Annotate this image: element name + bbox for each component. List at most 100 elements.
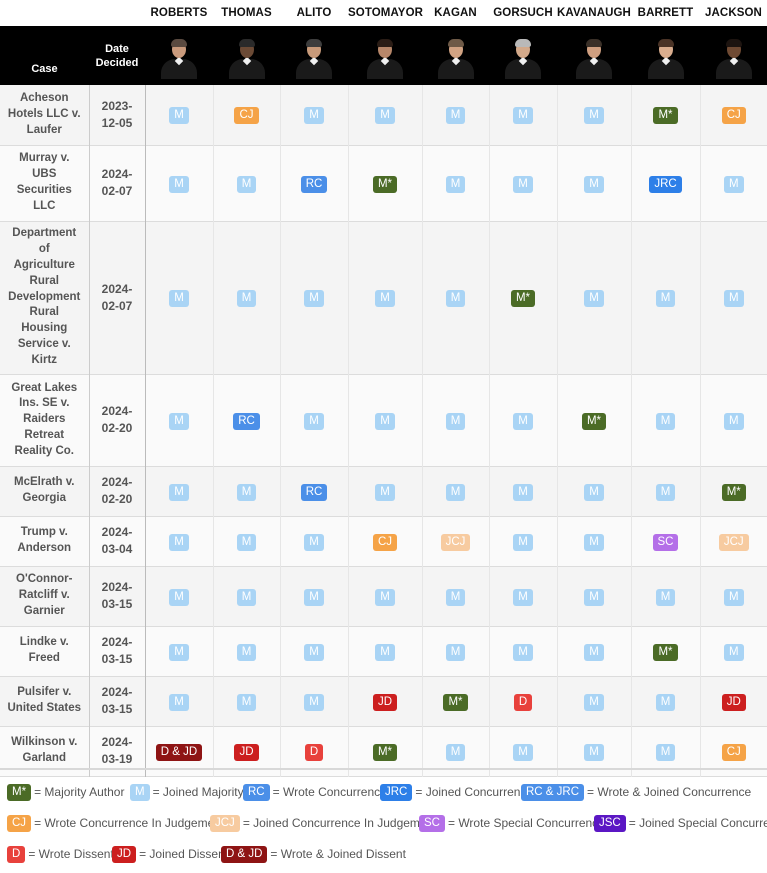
vote-badge-rc: RC	[233, 412, 260, 430]
vote-badge-m: M*	[372, 175, 398, 193]
date-line: 2024-	[101, 475, 133, 489]
vote-badge-m: M	[445, 643, 466, 661]
vote-badge-d-jd: D & JD	[221, 846, 268, 863]
justice-photo-cell-sotomayor	[348, 26, 422, 85]
table-row: Great Lakes Ins. SE v. Raiders Retreat Reali…	[0, 374, 767, 466]
vote-cell-kavanaugh: M	[557, 85, 632, 145]
vote-badge-m: M	[304, 290, 324, 307]
blank-header-date	[89, 0, 145, 26]
vote-badge-m: M	[375, 483, 395, 501]
vote-badge-m: M	[513, 412, 533, 430]
case-name: Acheson Hotels LLC v. Laufer	[0, 85, 90, 145]
legend-label: = Wrote Special Concurrence	[447, 816, 605, 830]
justice-portrait	[292, 35, 336, 79]
legend-item-d: D = Wrote Dissent	[7, 846, 114, 863]
vote-cell-alito: M	[280, 374, 349, 466]
case-name-line: LLC	[33, 199, 56, 212]
vote-badge-jcj: JCJ	[440, 533, 471, 551]
case-name-line: Securities	[16, 184, 72, 196]
vote-badge-m: M	[584, 290, 604, 307]
justice-photo-cell-kagan	[422, 26, 489, 85]
vote-badge-cj: CJ	[721, 743, 746, 761]
case-name-line: Georgia	[22, 492, 66, 504]
vote-cell-roberts: M	[145, 516, 214, 566]
table-row: Acheson Hotels LLC v. Laufer 2023- 12-05 M CJ M…	[0, 85, 767, 145]
case-name: Great Lakes Ins. SE v. Raiders Retreat Reali…	[0, 374, 90, 466]
vote-badge-m: M	[584, 588, 604, 606]
vote-cell-sotomayor: M	[348, 374, 423, 466]
vote-badge-m: M	[445, 175, 466, 193]
vote-cell-sotomayor: M	[348, 85, 423, 145]
vote-cell-alito: D	[280, 726, 349, 776]
vote-cell-barrett: JRC	[631, 145, 701, 221]
vote-badge-m: M	[513, 533, 533, 551]
justice-portrait	[363, 35, 407, 79]
case-name-line: Laufer	[26, 123, 62, 136]
vote-cell-kagan: M*	[422, 676, 490, 726]
vote-badge-m: M*	[581, 412, 607, 430]
vote-cell-roberts: M	[145, 145, 214, 221]
vote-badge-m: M	[445, 107, 466, 125]
vote-cell-gorsuch: M	[489, 145, 558, 221]
vote-cell-barrett: M*	[631, 85, 701, 145]
legend-label: = Majority Author	[34, 785, 125, 799]
case-name-line: Freed	[28, 652, 60, 664]
vote-cell-thomas: M	[213, 626, 281, 676]
vote-cell-gorsuch: M	[489, 374, 558, 466]
justice-photo-cell-barrett	[631, 26, 700, 85]
vote-badge-m: M	[655, 588, 676, 606]
vote-cell-alito: M	[280, 85, 349, 145]
date-decided: 2024- 03-15	[89, 676, 146, 726]
vote-badge-m: M	[375, 107, 395, 125]
vote-badge-m: M	[236, 533, 257, 551]
legend-label: = Joined Special Concurrence	[628, 816, 767, 830]
vote-cell-alito: M	[280, 626, 349, 676]
vote-cell-alito: M	[280, 566, 349, 626]
justice-name-alito: ALITO	[296, 7, 332, 19]
vote-cell-kagan: M	[422, 466, 490, 516]
vote-badge-cj: CJ	[721, 107, 746, 125]
justice-portrait	[434, 35, 478, 79]
case-name-line: O'Connor-	[16, 573, 73, 586]
vote-badge-sc: SC	[652, 533, 679, 551]
vote-badge-m: M	[236, 175, 257, 193]
vote-cell-kavanaugh: M	[557, 676, 632, 726]
vote-cell-jackson: CJ	[700, 85, 767, 145]
case-name-line: Hotels LLC v.	[7, 107, 81, 120]
vote-cell-barrett: M	[631, 676, 701, 726]
legend-item-jrc: JRC = Joined Concurrence	[380, 784, 533, 801]
case-name-line: Murray v.	[19, 152, 70, 165]
vote-cell-jackson: M	[700, 626, 767, 676]
case-name-line: Retreat	[24, 428, 65, 441]
legend-item-jd: JD = Joined Dissent	[112, 846, 228, 863]
justice-photo-cell-alito	[280, 26, 348, 85]
date-line: 2024-	[101, 635, 133, 649]
opinions-table: ROBERTS THOMAS ALITO SOTOMAYOR KAGAN GORSUCH K…	[0, 0, 767, 776]
blank-header-case	[0, 0, 89, 26]
case-name-line: Garnier	[23, 604, 65, 617]
case-name-line: Lindke v.	[19, 636, 69, 649]
vote-badge-m: M	[304, 107, 324, 125]
case-name-line: of	[38, 243, 50, 256]
vote-cell-jackson: JCJ	[700, 516, 767, 566]
justice-name-kagan: KAGAN	[434, 7, 477, 19]
legend: M* = Majority Author M = Joined Majority RC =…	[0, 768, 767, 863]
vote-badge-m: M	[375, 290, 395, 307]
legend-item-rc-jrc: RC & JRC = Wrote & Joined Concurrence	[521, 784, 751, 801]
vote-badge-jrc: JRC	[649, 175, 682, 193]
justice-photo-cell-kavanaugh	[557, 26, 631, 85]
vote-cell-gorsuch: M	[489, 85, 558, 145]
vote-badge-jd: JD	[112, 846, 137, 863]
case-name-line: Wilkinson v.	[11, 736, 78, 749]
vote-cell-gorsuch: M	[489, 726, 558, 776]
vote-cell-roberts: M	[145, 221, 214, 374]
vote-badge-m: M	[723, 643, 744, 661]
vote-cell-thomas: M	[213, 145, 281, 221]
vote-cell-thomas: M	[213, 566, 281, 626]
vote-badge-m: M	[584, 643, 604, 661]
case-name: Pulsifer v. United States	[0, 676, 90, 726]
case-name-line: Ratcliff v.	[18, 589, 70, 602]
legend-label: = Joined Dissent	[139, 847, 229, 861]
justice-name-thomas: THOMAS	[221, 7, 272, 19]
date-line: 2024-	[101, 685, 133, 699]
